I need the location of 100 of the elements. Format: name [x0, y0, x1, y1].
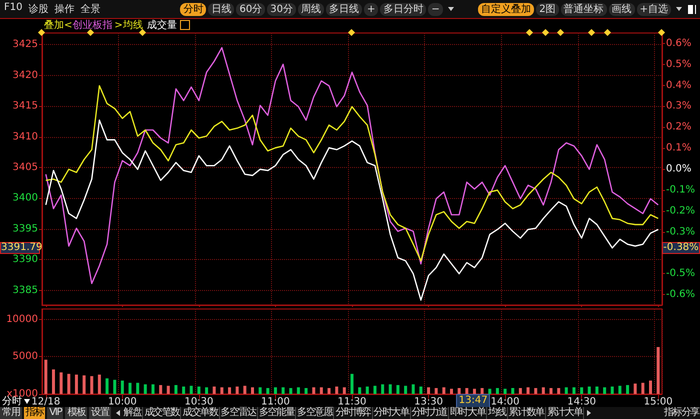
bar	[342, 387, 346, 394]
text: 分时大单	[372, 407, 411, 419]
bar	[580, 387, 584, 394]
y-tick-label: 3410	[12, 131, 38, 142]
bar	[388, 384, 392, 394]
bar	[90, 376, 94, 394]
line-series	[45, 47, 659, 284]
bar	[274, 387, 277, 394]
bar	[450, 388, 454, 394]
bar	[98, 374, 101, 394]
bar	[564, 387, 568, 394]
bar	[258, 387, 262, 394]
bar	[44, 360, 48, 394]
bar	[113, 380, 116, 394]
bar	[534, 388, 538, 394]
bar	[641, 382, 644, 394]
bar	[328, 388, 331, 394]
text: 普通坐标	[560, 2, 607, 16]
bar	[243, 386, 246, 394]
bar	[289, 388, 292, 394]
bar	[496, 388, 499, 394]
bar	[106, 378, 109, 394]
text: 指标	[24, 407, 46, 419]
text: 创业板指	[72, 18, 112, 32]
bar	[282, 387, 285, 394]
y-tick-label: 3420	[12, 70, 38, 81]
bar	[626, 385, 630, 394]
text: >均线	[114, 18, 143, 32]
bar	[381, 384, 384, 394]
y2-tick-label: 0.6%	[666, 38, 692, 49]
y-tick-label: 3390	[12, 254, 38, 266]
bar	[427, 387, 430, 394]
text: 解盘	[122, 407, 144, 419]
bar	[151, 384, 154, 394]
bar	[542, 387, 545, 394]
text: 13:47	[456, 394, 490, 408]
bar	[656, 347, 660, 394]
bar	[404, 386, 408, 394]
bar	[166, 386, 170, 394]
bar	[618, 386, 622, 394]
text: 全景	[80, 2, 100, 16]
bar	[335, 386, 338, 394]
text: 诊股	[28, 3, 48, 16]
bar	[472, 388, 476, 394]
x-tick-label: 11:00	[261, 396, 290, 408]
text: 即时大单	[448, 407, 488, 419]
y-tick-label: 3395	[12, 223, 38, 234]
bar	[174, 385, 178, 394]
text: 成交量	[146, 18, 177, 32]
bar	[136, 382, 140, 394]
y-tick-label: 10000	[6, 314, 38, 325]
y2-tick-label: 0.2%	[666, 122, 692, 133]
text: 设置	[89, 407, 111, 419]
bar	[434, 388, 438, 394]
line-series	[45, 85, 659, 262]
bar	[190, 386, 193, 394]
line-series	[45, 120, 659, 301]
text: 均线	[487, 407, 508, 419]
y-tick-label: 3425	[12, 39, 38, 50]
bar	[412, 384, 415, 394]
bar	[458, 388, 461, 394]
text: VIP	[47, 407, 64, 419]
bar	[526, 387, 530, 394]
bar	[572, 387, 576, 394]
text: -0.38%	[662, 242, 700, 254]
bar	[419, 386, 422, 394]
bar	[610, 386, 614, 394]
bar	[649, 380, 652, 394]
legend-title: 叠加<	[44, 18, 72, 32]
bar	[67, 374, 70, 394]
bar	[120, 380, 124, 394]
y-tick-label: 3385	[12, 284, 38, 296]
text: F10	[4, 2, 22, 15]
x-tick-label: 13:30	[414, 396, 443, 408]
text: 累计数单	[508, 407, 546, 419]
bar	[250, 387, 254, 394]
bar	[504, 388, 507, 394]
bar	[465, 388, 468, 394]
bar	[296, 387, 300, 394]
y2-tick-label: -0.6%	[666, 289, 696, 300]
bar	[82, 375, 86, 394]
y2-tick-label: 0.0%	[666, 164, 692, 174]
y2-tick-label: -0.5%	[666, 268, 696, 280]
bar	[212, 386, 216, 394]
text: 2图	[536, 2, 559, 16]
text: 画线	[608, 2, 635, 16]
bar	[603, 387, 606, 394]
bar	[128, 382, 132, 394]
x-tick-label: 10:00	[108, 396, 137, 408]
text: −	[428, 2, 443, 16]
x-tick-label: 14:00	[490, 396, 520, 408]
text: 分时力道	[410, 407, 449, 419]
bar	[197, 386, 200, 394]
y2-tick-label: -0.2%	[666, 205, 696, 216]
x-tick-label: 14:30	[567, 396, 596, 408]
text: 常用	[0, 407, 22, 419]
y-tick-label: 3400	[12, 192, 38, 204]
text: 分时	[2, 396, 22, 407]
text: 分时	[180, 2, 206, 16]
bar	[557, 388, 560, 394]
